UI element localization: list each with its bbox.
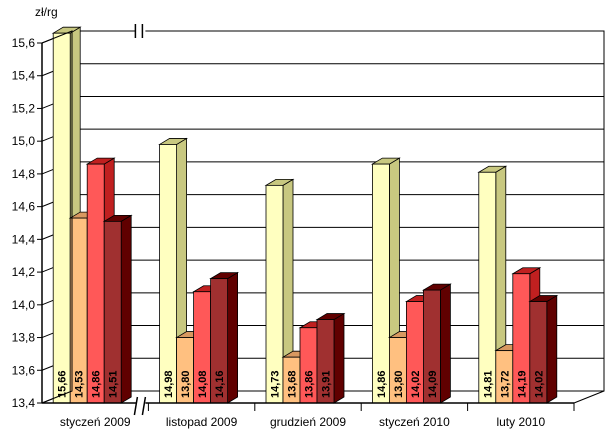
bar-value-label: 13,72 — [499, 370, 511, 398]
y-tick-label: 14,0 — [12, 298, 36, 312]
y-tick-label: 14,8 — [12, 167, 36, 181]
bar-value-label: 14,81 — [482, 370, 494, 398]
x-category-label: luty 2010 — [496, 415, 545, 429]
axis-break-mark — [141, 396, 147, 416]
y-tick-label: 13,8 — [12, 331, 36, 345]
y-axis-unit-label: zł/rg — [35, 5, 58, 19]
x-category-label: grudzień 2009 — [270, 415, 346, 429]
bar-value-label: 14,98 — [163, 370, 175, 398]
bar — [159, 144, 178, 404]
bars-layer — [51, 26, 559, 404]
bar-value-label: 14,86 — [376, 370, 388, 398]
y-tick-label: 15,0 — [12, 134, 36, 148]
bar-value-label: 14,19 — [516, 370, 528, 398]
bar-value-label: 13,91 — [321, 370, 333, 398]
bar-side — [120, 214, 132, 404]
bar-value-label: 14,53 — [74, 370, 86, 398]
bar-side — [546, 294, 558, 404]
y-tick-label: 15,6 — [12, 36, 36, 50]
bar — [478, 171, 497, 404]
bar-value-label: 14,02 — [533, 370, 545, 398]
x-category-label: styczeń 2010 — [379, 415, 450, 429]
bar-value-label: 14,08 — [197, 370, 209, 398]
bar — [52, 32, 71, 404]
bar-value-label: 15,66 — [57, 370, 69, 398]
bar-value-label: 13,86 — [304, 370, 316, 398]
bar-value-label: 14,16 — [214, 370, 226, 398]
y-tick-label: 14,4 — [12, 232, 36, 246]
bar-value-label: 13,68 — [287, 370, 299, 398]
bar-side — [333, 312, 345, 404]
bar — [265, 184, 284, 404]
bar-value-label: 14,09 — [427, 370, 439, 398]
x-category-label: styczeń 2009 — [60, 415, 131, 429]
axes-layer — [37, 24, 605, 417]
floor-edge — [573, 390, 605, 404]
bar-value-label: 13,80 — [180, 370, 192, 398]
y-tick-label: 14,2 — [12, 265, 36, 279]
y-tick-label: 13,4 — [12, 396, 36, 410]
axis-break-gap-bottom — [136, 399, 146, 417]
bar-value-label: 14,86 — [91, 370, 103, 398]
axis-break-gap-top — [135, 25, 146, 39]
bar — [371, 163, 390, 404]
y-tick-label: 15,2 — [12, 101, 36, 115]
y-tick-label: 14,6 — [12, 200, 36, 214]
x-category-label: listopad 2009 — [166, 415, 238, 429]
labels-layer: 13,4 13,6 13,8 14,0 14,2 14,4 14,6 14,8 15,0 15,2… — [12, 36, 546, 429]
bar-value-label: 14,02 — [410, 370, 422, 398]
bar-value-label: 13,80 — [393, 370, 405, 398]
axis-break-mark — [133, 396, 139, 416]
bar-side — [227, 271, 239, 404]
y-tick-label: 13,6 — [12, 363, 36, 377]
bar-value-label: 14,73 — [270, 370, 282, 398]
bar-value-label: 14,51 — [108, 370, 120, 398]
bar — [86, 163, 105, 404]
bar-side — [439, 283, 451, 404]
y-tick-label: 15,4 — [12, 69, 36, 83]
